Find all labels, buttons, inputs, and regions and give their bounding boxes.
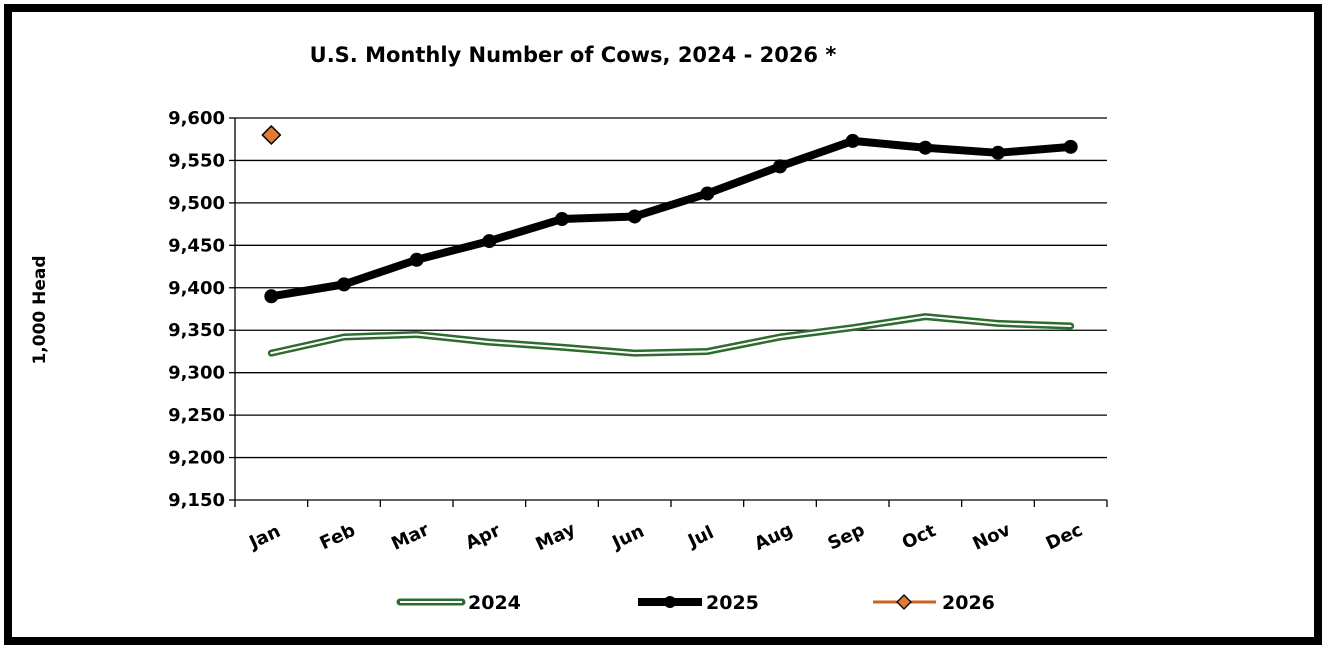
series-2025-point <box>918 140 933 155</box>
y-tick-label: 9,200 <box>168 448 225 469</box>
series-2025-line <box>270 136 1071 301</box>
series-2025-point <box>409 252 424 267</box>
series-2025-point <box>482 234 497 249</box>
y-axis-label: 1,000 Head <box>30 255 50 364</box>
y-tick-label: 9,500 <box>168 193 225 214</box>
legend-2025-label: 2025 <box>706 592 759 614</box>
x-tick-label: Jun <box>607 521 647 555</box>
series-2025-point <box>773 159 787 174</box>
x-tick-label: Nov <box>969 519 1014 555</box>
y-tick-label: 9,250 <box>168 405 225 426</box>
legend: 2024 2025 2026 <box>396 592 995 614</box>
series-2025-point <box>845 133 860 148</box>
legend-2026-label: 2026 <box>942 592 995 614</box>
legend-2025-marker <box>664 596 676 608</box>
chart-title: U.S. Monthly Number of Cows, 2024 - 2026… <box>310 43 837 67</box>
series-group <box>261 124 1078 357</box>
x-tick-label: Aug <box>751 519 796 555</box>
gridlines <box>235 117 1107 459</box>
x-tick-label: Apr <box>462 520 503 554</box>
series-2025-point <box>337 277 351 292</box>
x-tick-label: Dec <box>1043 520 1086 555</box>
x-tick-label: Jul <box>683 522 717 553</box>
chart-frame <box>4 4 1322 645</box>
series-2025-point <box>1063 139 1078 154</box>
series-2025-point <box>627 209 642 224</box>
y-tick-label: 9,550 <box>168 150 225 171</box>
series-2026-point <box>261 124 282 146</box>
series-2025-point <box>264 289 279 304</box>
y-tick-label: 9,300 <box>168 363 225 384</box>
series-2025-point <box>555 212 569 227</box>
y-tick-labels: 9,150 9,200 9,250 9,300 9,350 9,400 9,450 9,500… <box>168 108 225 511</box>
x-tick-label: Feb <box>317 520 359 555</box>
series-2025-point <box>991 145 1005 160</box>
y-tick-label: 9,600 <box>168 108 225 129</box>
x-tick-labels: Jan Feb Mar Apr May Jun Jul Aug Sep Oct Nov Dec <box>244 519 1086 556</box>
y-tick-label: 9,450 <box>168 235 225 256</box>
x-tick-label: Oct <box>899 520 940 554</box>
x-tick-label: Sep <box>825 519 868 554</box>
legend-2026-marker <box>896 594 912 610</box>
x-tick-label: Jan <box>244 521 283 554</box>
x-tick-label: May <box>533 519 579 556</box>
series-2025-point <box>700 186 715 201</box>
legend-2024-label: 2024 <box>468 592 521 614</box>
axes <box>229 117 1108 507</box>
y-tick-label: 9,350 <box>168 320 225 341</box>
series-2024-line-inner <box>270 315 1072 355</box>
y-tick-label: 9,400 <box>168 278 225 299</box>
x-tick-label: Mar <box>388 519 432 555</box>
y-tick-label: 9,150 <box>168 490 225 511</box>
